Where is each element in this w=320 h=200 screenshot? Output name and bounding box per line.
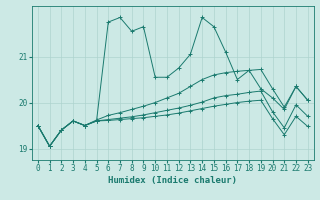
X-axis label: Humidex (Indice chaleur): Humidex (Indice chaleur) <box>108 176 237 185</box>
